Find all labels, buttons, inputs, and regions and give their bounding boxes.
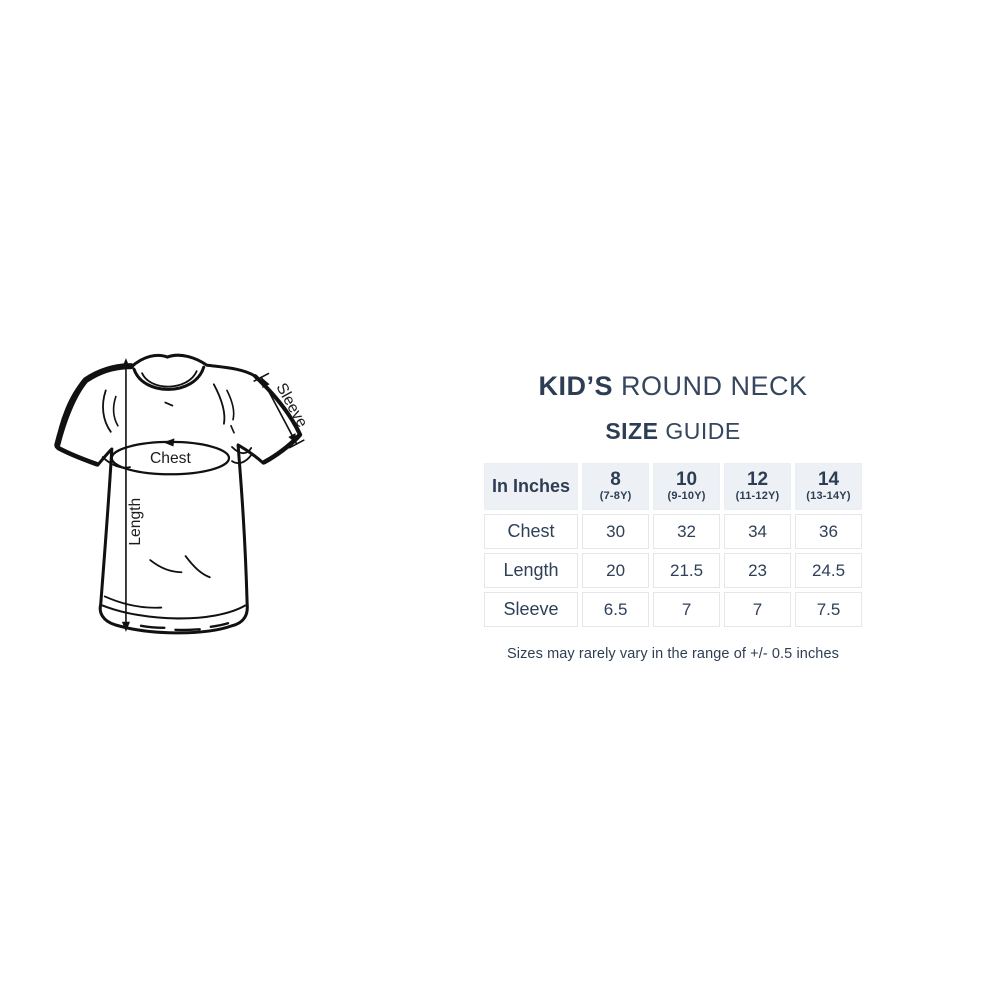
cell-length-10: 21.5 <box>653 553 721 588</box>
cell-sleeve-8: 6.5 <box>582 592 650 627</box>
size-age-range: (13-14Y) <box>806 490 851 502</box>
wrinkle-right-sleeve-2 <box>226 389 235 434</box>
cell-chest-10: 32 <box>653 514 721 549</box>
size-column-header-14: 14 (13-14Y) <box>795 463 862 510</box>
tshirt-diagram: Chest Length Sleeve <box>52 350 310 650</box>
size-number: 8 <box>610 469 621 490</box>
wrinkle-hem-left <box>103 595 163 609</box>
tshirt-cuff-right <box>262 432 302 465</box>
size-column-header-12: 12 (11-12Y) <box>724 463 792 510</box>
collar-shadow-mark <box>164 401 174 407</box>
hem-inner-line <box>101 604 247 620</box>
size-column-header-8: 8 (7-8Y) <box>582 463 650 510</box>
collar-inner-line <box>141 370 198 388</box>
size-age-range: (11-12Y) <box>735 490 780 502</box>
page-subtitle: SIZE GUIDE <box>480 419 866 443</box>
hem-stitch-dashes <box>139 622 230 632</box>
length-label: Length <box>127 498 144 546</box>
cell-sleeve-12: 7 <box>724 592 792 627</box>
row-label-length: Length <box>484 553 579 588</box>
wrinkle-left-sleeve <box>102 389 112 433</box>
size-age-range: (7-8Y) <box>599 490 632 502</box>
wrinkle-right-sleeve <box>212 383 226 425</box>
wrinkle-body-right <box>184 555 211 579</box>
size-number: 14 <box>817 469 840 490</box>
tshirt-outline-accent <box>54 363 135 448</box>
tshirt-sleeve-right-edge <box>253 374 302 436</box>
table-row-sleeve: Sleeve 6.5 7 7 7.5 <box>484 592 862 627</box>
cell-chest-8: 30 <box>582 514 650 549</box>
page-title-rest: ROUND NECK <box>621 371 808 401</box>
size-table: In Inches 8 (7-8Y) 10 (9-10Y) 12 (11-12Y… <box>480 459 866 631</box>
row-label-sleeve: Sleeve <box>484 592 579 627</box>
unit-header-cell: In Inches <box>484 463 579 510</box>
cell-chest-14: 36 <box>795 514 862 549</box>
cell-length-8: 20 <box>582 553 650 588</box>
length-arrow <box>121 358 130 632</box>
page-title: KID’S ROUND NECK <box>480 372 866 400</box>
tshirt-outline <box>54 353 303 635</box>
cell-sleeve-10: 7 <box>653 592 721 627</box>
sleeve-dimension-line <box>253 372 305 449</box>
tshirt-cuff-left <box>55 445 99 467</box>
cell-chest-12: 34 <box>724 514 792 549</box>
table-row-chest: Chest 30 32 34 36 <box>484 514 862 549</box>
size-variance-note: Sizes may rarely vary in the range of +/… <box>506 646 839 662</box>
table-header-row: In Inches 8 (7-8Y) 10 (9-10Y) 12 (11-12Y… <box>484 463 862 510</box>
page-subtitle-rest: GUIDE <box>665 418 741 444</box>
size-column-header-10: 10 (9-10Y) <box>653 463 721 510</box>
size-number: 12 <box>746 469 769 490</box>
wrinkle-left-sleeve-2 <box>112 395 119 427</box>
row-label-chest: Chest <box>484 514 579 549</box>
wrinkle-right-armpit <box>231 446 253 465</box>
tshirt-diagram-svg: Chest Length Sleeve <box>54 353 310 635</box>
wrinkle-body-left <box>149 559 183 574</box>
chest-label: Chest <box>150 450 192 467</box>
collar-front-line <box>132 365 206 391</box>
table-row-length: Length 20 21.5 23 24.5 <box>484 553 862 588</box>
page-title-bold: KID’S <box>538 371 613 401</box>
cell-length-14: 24.5 <box>795 553 862 588</box>
chest-measure-ellipse <box>110 438 231 476</box>
size-guide-panel: KID’S ROUND NECK SIZE GUIDE In Inches 8 … <box>480 372 866 662</box>
size-age-range: (9-10Y) <box>667 490 706 502</box>
cell-length-12: 23 <box>724 553 792 588</box>
size-number: 10 <box>675 469 698 490</box>
wrinkle-left-armpit <box>101 456 131 469</box>
cell-sleeve-14: 7.5 <box>795 592 862 627</box>
page-subtitle-bold: SIZE <box>605 418 659 444</box>
